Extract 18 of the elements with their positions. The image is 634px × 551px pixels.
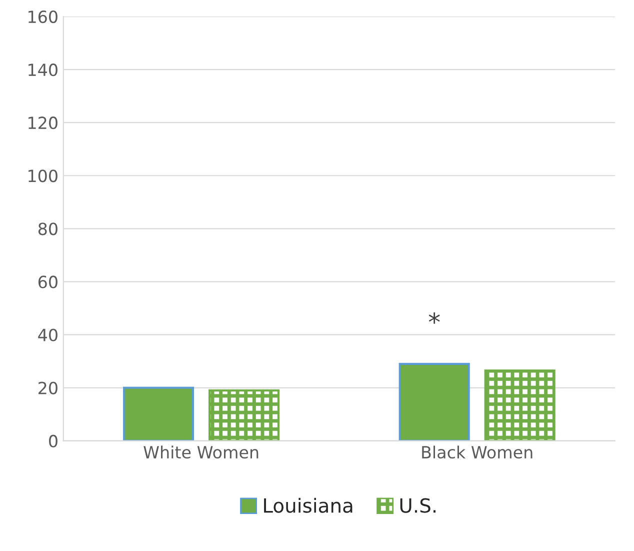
bar: [208, 389, 280, 441]
y-tick-label: 0: [49, 434, 58, 448]
x-tick-label: Black Women: [422, 446, 532, 459]
y-tick-label: 120: [28, 116, 58, 130]
y-tick-label: 160: [28, 10, 58, 24]
y-tick-label: 80: [38, 222, 58, 236]
legend-label: U.S.: [400, 498, 436, 513]
bar: [484, 369, 556, 441]
y-tick-label: 140: [28, 64, 58, 76]
y-tick-label: 100: [28, 170, 58, 182]
legend-label: Louisiana: [264, 498, 352, 513]
x-tick-label: White Women: [144, 446, 258, 459]
bar: [123, 386, 194, 441]
bar: [398, 362, 470, 441]
annotation: *: [428, 312, 440, 324]
y-tick-label: 60: [38, 276, 58, 288]
y-tick-label: 40: [38, 328, 58, 342]
y-tick-label: 20: [38, 382, 58, 394]
